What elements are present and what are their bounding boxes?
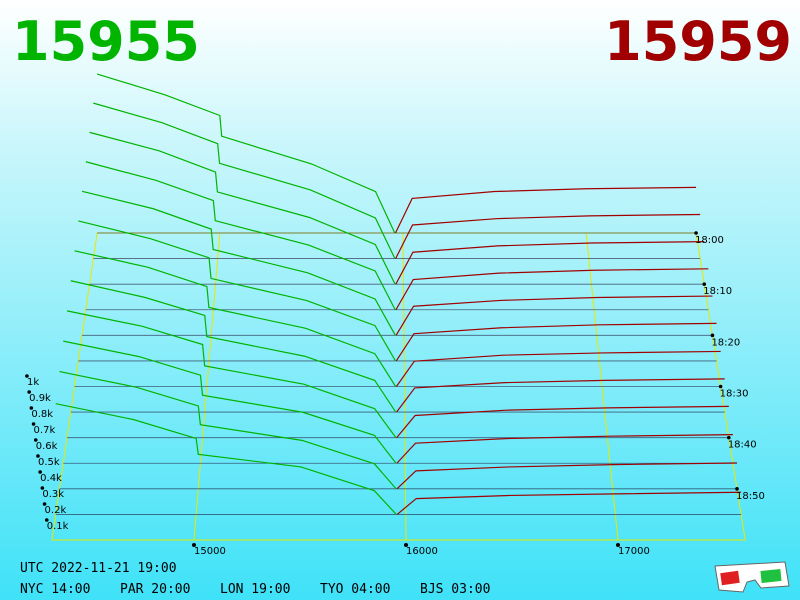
- tick-dot: [404, 543, 408, 547]
- time-tick-label: 18:30: [720, 389, 749, 400]
- time-tick-dot: [718, 384, 723, 389]
- ask-depth-line: [395, 295, 713, 336]
- time-tick-label: 18:50: [736, 491, 765, 502]
- z-tick-label: 0.4k: [40, 473, 62, 484]
- ask-depth-line: [396, 434, 733, 464]
- ask-depth-line: [396, 462, 738, 490]
- plot: 15000 16000 17000 0.1k 0.2k 0.3k 0.4k 0.5k 0.6k 0…: [25, 73, 765, 557]
- z-tick-label: 0.8k: [31, 409, 53, 420]
- ask-depth-line: [395, 241, 705, 285]
- bid-price: 15955: [12, 10, 200, 73]
- time-tick-dot: [735, 487, 739, 491]
- ask-depth-line: [396, 378, 725, 413]
- ask-depth-line: [395, 322, 717, 362]
- ask-depth-line: [396, 405, 729, 439]
- ask-depth-line: [395, 213, 701, 259]
- z-tick-dot: [31, 422, 36, 426]
- time-tick-dot: [710, 333, 715, 338]
- time-tick-dot: [727, 435, 731, 440]
- z-tick-dot: [44, 518, 49, 522]
- bid-depth-line: [81, 190, 396, 336]
- z-tick-dot: [29, 406, 34, 410]
- bid-depth-line: [74, 250, 397, 387]
- bid-depth-line: [70, 280, 397, 413]
- z-tick-dot: [27, 390, 31, 394]
- time-tick-label: 18:10: [703, 286, 732, 297]
- city-time: BJS 03:00: [420, 582, 490, 597]
- city-time: LON 19:00: [220, 582, 290, 597]
- tick-dot: [616, 543, 620, 547]
- ask-price: 15959: [604, 10, 792, 73]
- utc-time: UTC 2022-11-21 19:00: [20, 561, 177, 576]
- bid-depth-line: [93, 102, 396, 259]
- bid-depth-line: [66, 310, 397, 439]
- time-tick-label: 18:40: [728, 440, 757, 451]
- time-tick-label: 18:20: [711, 337, 740, 348]
- tick-dot: [192, 543, 196, 547]
- z-tick-label: 0.1k: [47, 521, 69, 532]
- z-tick-dot: [36, 454, 40, 458]
- z-tick-label: 1k: [27, 377, 39, 388]
- bid-depth-line: [89, 131, 396, 285]
- z-tick-label: 0.9k: [29, 393, 51, 404]
- city-time: PAR 20:00: [120, 582, 190, 597]
- z-tick-label: 0.5k: [38, 457, 60, 468]
- z-tick-label: 0.6k: [36, 441, 58, 452]
- x-tick-label: 15000: [194, 546, 226, 557]
- bid-depth-line: [59, 370, 397, 490]
- bid-depth-line: [55, 403, 397, 515]
- ask-depth-line: [395, 350, 721, 387]
- ask-depth-line: [395, 268, 709, 311]
- z-tick-dot: [38, 470, 42, 474]
- z-tick-dot: [42, 502, 47, 506]
- ask-depth-line: [394, 186, 697, 234]
- z-tick-dot: [40, 486, 45, 490]
- x-tick-label: 16000: [406, 546, 438, 557]
- city-times: NYC 14:00 PAR 20:00 LON 19:00 TYO 04:00 BJS …: [20, 582, 490, 597]
- bid-depth-line: [85, 161, 396, 311]
- x-tick-label: 17000: [618, 546, 650, 557]
- city-time: NYC 14:00: [20, 582, 90, 597]
- time-tick-label: 18:00: [695, 235, 724, 246]
- time-tick-dot: [702, 282, 707, 286]
- z-tick-label: 0.7k: [34, 425, 56, 436]
- city-time: TYO 04:00: [320, 582, 390, 597]
- z-tick-dot: [25, 374, 29, 378]
- ask-depth-line: [396, 491, 742, 515]
- time-tick-dot: [694, 231, 698, 235]
- z-tick-label: 0.3k: [42, 489, 64, 500]
- z-tick-label: 0.2k: [45, 505, 67, 516]
- bid-depth-line: [96, 73, 396, 234]
- z-tick-dot: [33, 438, 38, 442]
- 3d-glasses-icon: [714, 561, 790, 593]
- bid-depth-line: [78, 220, 396, 362]
- bid-depth-line: [63, 340, 397, 464]
